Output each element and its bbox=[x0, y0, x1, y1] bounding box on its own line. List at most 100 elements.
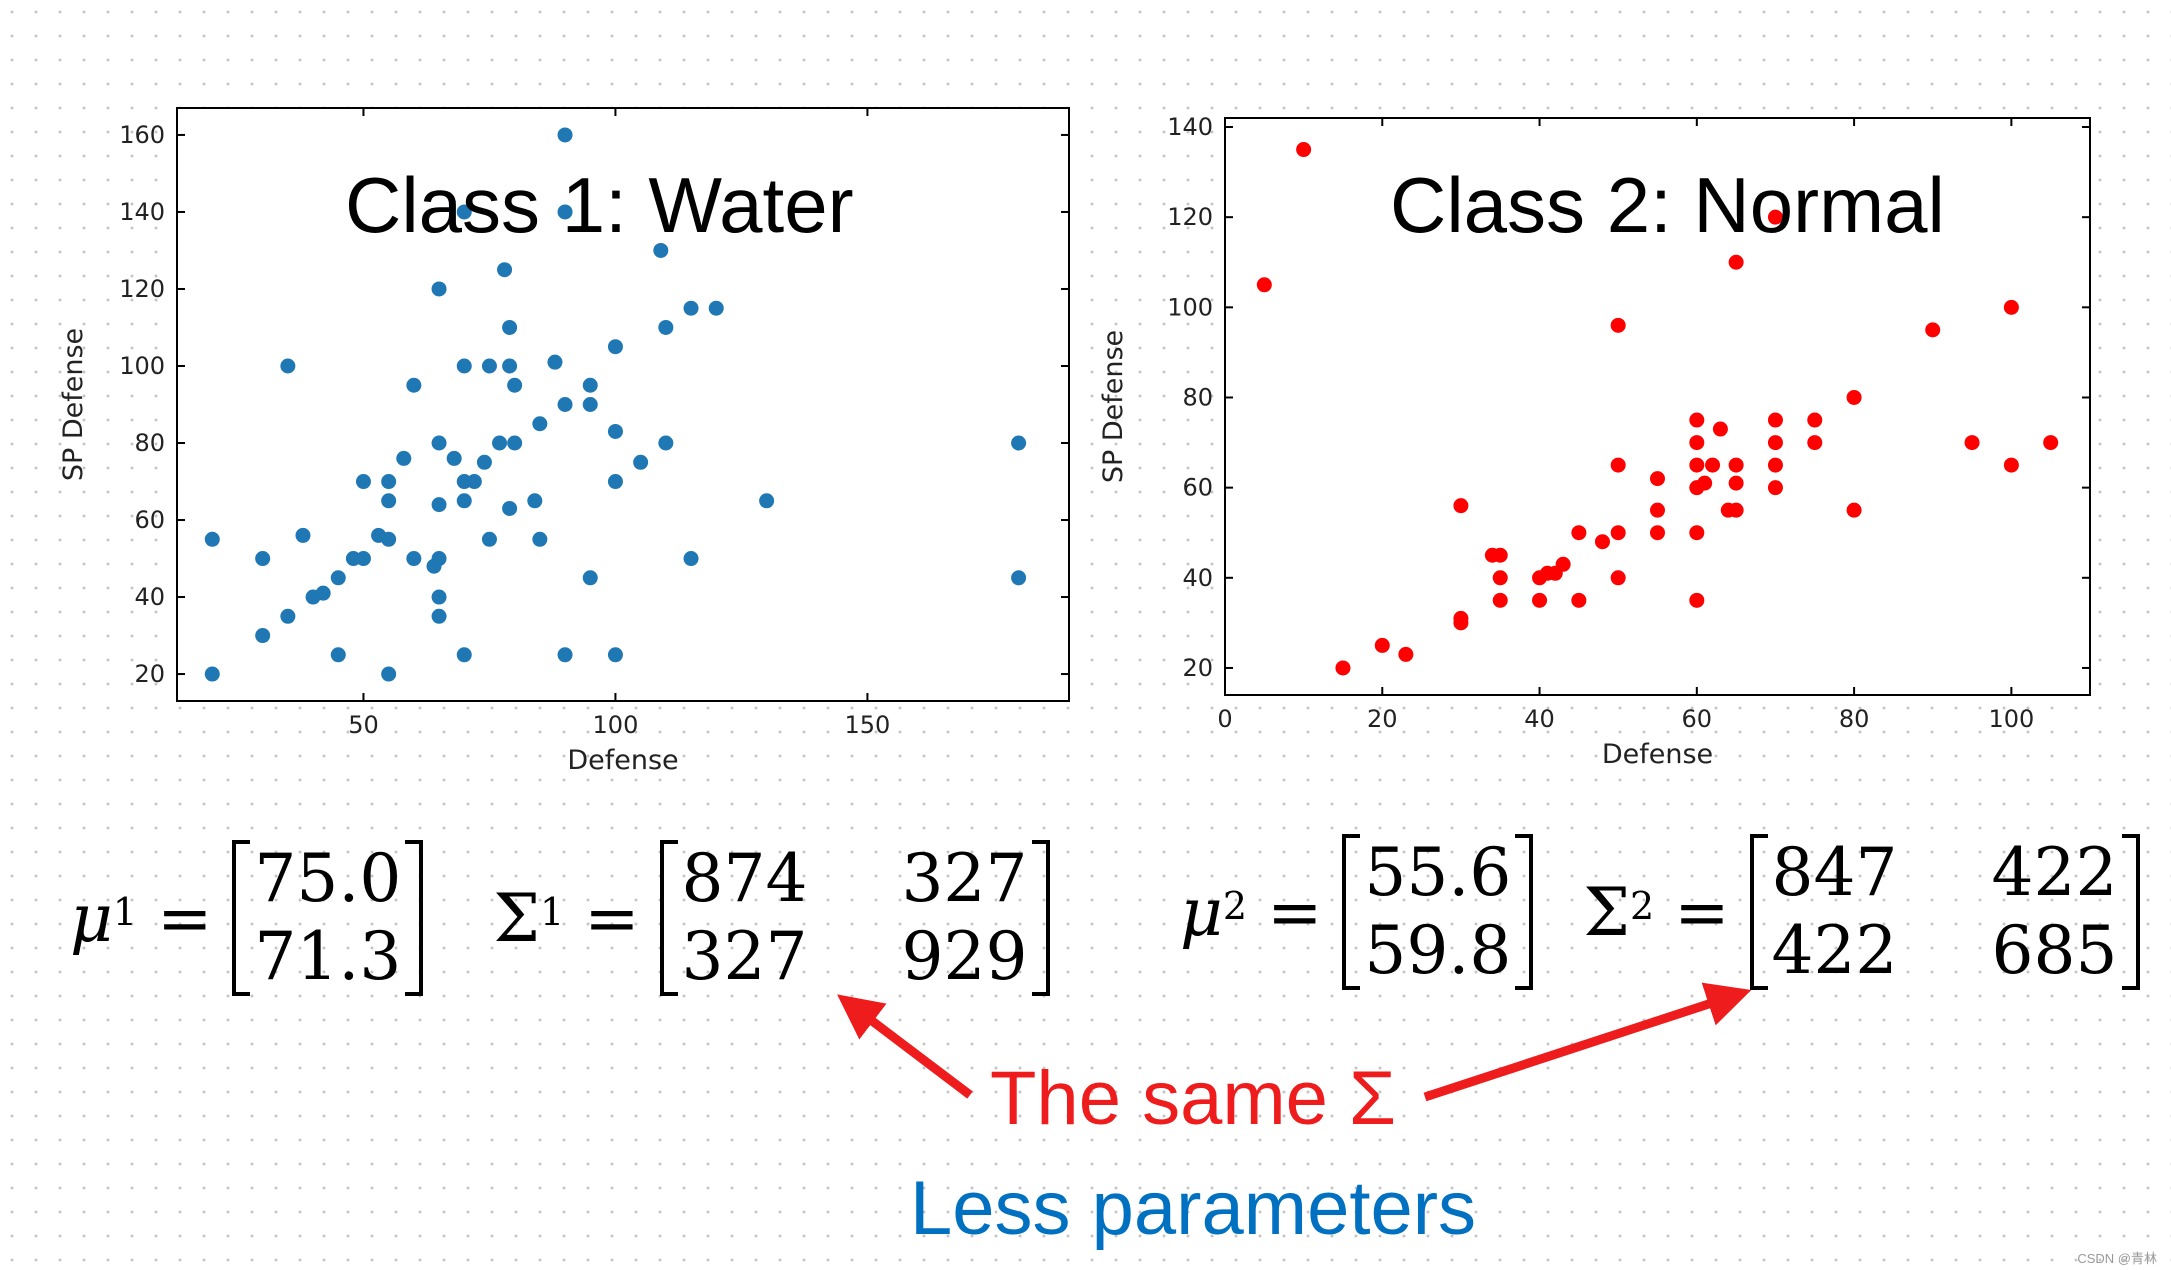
data-point bbox=[1492, 592, 1508, 608]
data-point bbox=[582, 570, 598, 586]
y-tick-label: 40 bbox=[134, 583, 165, 611]
mu1-value-1: 71.3 bbox=[254, 918, 402, 995]
data-point bbox=[1492, 547, 1508, 563]
data-point bbox=[431, 435, 447, 451]
plot-area bbox=[176, 107, 1070, 702]
data-point bbox=[1807, 435, 1823, 451]
data-point bbox=[1925, 322, 1941, 338]
chart-class1-title: Class 1: Water bbox=[345, 161, 854, 249]
data-point bbox=[1398, 646, 1414, 662]
data-point bbox=[1689, 412, 1705, 428]
data-point bbox=[607, 474, 623, 490]
data-point bbox=[446, 450, 462, 466]
y-axis-label: SP Defense bbox=[58, 328, 89, 481]
data-point bbox=[431, 281, 447, 297]
y-tick-label: 100 bbox=[1167, 293, 1213, 321]
plot-area bbox=[1224, 117, 2091, 696]
data-point bbox=[1728, 254, 1744, 270]
data-point bbox=[1807, 412, 1823, 428]
sigma1-cell: 327 bbox=[901, 840, 1028, 917]
mu1-sup: 1 bbox=[112, 890, 138, 934]
equals-sign: = bbox=[584, 879, 640, 957]
x-tick-label: 100 bbox=[1988, 705, 2034, 733]
sigma1-cell: 874 bbox=[681, 840, 808, 917]
data-point bbox=[255, 551, 271, 567]
data-point bbox=[502, 358, 518, 374]
data-point bbox=[1705, 457, 1721, 473]
data-point bbox=[1964, 435, 1980, 451]
sigma2-symbol: Σ bbox=[1583, 873, 1631, 951]
data-point bbox=[1256, 277, 1272, 293]
y-tick-label: 40 bbox=[1182, 564, 1213, 592]
chart-class2-title: Class 2: Normal bbox=[1390, 161, 1945, 249]
data-point bbox=[497, 262, 513, 278]
data-point bbox=[557, 397, 573, 412]
data-point bbox=[2043, 435, 2059, 451]
y-tick-label: 60 bbox=[1182, 474, 1213, 502]
arrow-to-sigma1 bbox=[837, 994, 973, 1099]
data-point bbox=[1011, 570, 1027, 586]
data-point bbox=[683, 300, 699, 316]
data-point bbox=[456, 204, 472, 220]
equals-sign: = bbox=[1674, 873, 1730, 951]
data-point bbox=[204, 531, 220, 547]
data-point bbox=[1767, 457, 1783, 473]
x-tick-label: 100 bbox=[593, 711, 639, 739]
data-point bbox=[1571, 592, 1587, 608]
data-point bbox=[653, 242, 669, 258]
same-sigma-text: The same Σ bbox=[990, 1056, 1397, 1141]
data-point bbox=[582, 377, 598, 393]
x-axis-label: Defense bbox=[567, 745, 678, 776]
y-tick-label: 140 bbox=[119, 198, 165, 226]
sigma2-sup: 2 bbox=[1630, 884, 1655, 928]
data-point bbox=[1610, 570, 1626, 586]
data-point bbox=[527, 493, 543, 509]
y-tick-label: 140 bbox=[1167, 113, 1213, 141]
data-point bbox=[1453, 498, 1469, 514]
data-point bbox=[532, 416, 548, 432]
x-axis-label: Defense bbox=[1602, 739, 1713, 770]
mu1-symbol: μ bbox=[70, 879, 113, 957]
y-tick-label: 20 bbox=[1182, 654, 1213, 682]
x-tick-label: 80 bbox=[1839, 705, 1870, 733]
data-point bbox=[466, 474, 482, 490]
data-point bbox=[1846, 502, 1862, 518]
data-point bbox=[502, 319, 518, 335]
data-point bbox=[1650, 471, 1665, 487]
x-tick-label: 20 bbox=[1367, 705, 1398, 733]
data-point bbox=[658, 435, 674, 451]
y-tick-label: 120 bbox=[1167, 203, 1213, 231]
data-point bbox=[633, 454, 649, 470]
data-point bbox=[280, 608, 296, 624]
sigma1-matrix: 874 327 327 929 bbox=[659, 840, 1050, 996]
data-point bbox=[476, 454, 492, 470]
x-tick-label: 50 bbox=[348, 711, 379, 739]
data-point bbox=[456, 647, 472, 663]
data-point bbox=[582, 397, 598, 412]
data-point bbox=[381, 493, 397, 509]
y-tick-label: 80 bbox=[134, 429, 165, 457]
y-tick-label: 80 bbox=[1182, 383, 1213, 411]
data-point bbox=[406, 551, 422, 567]
data-point bbox=[1571, 525, 1587, 541]
mu2-symbol: μ bbox=[1180, 873, 1223, 951]
data-point bbox=[1610, 317, 1626, 333]
data-point bbox=[315, 585, 331, 601]
data-point bbox=[557, 647, 573, 663]
data-point bbox=[1650, 525, 1665, 541]
data-point bbox=[295, 527, 311, 543]
mu1-vector: 75.0 71.3 bbox=[232, 840, 424, 996]
data-point bbox=[456, 493, 472, 509]
y-tick-label: 20 bbox=[134, 660, 165, 688]
data-point bbox=[1689, 435, 1705, 451]
sigma2-cell: 847 bbox=[1771, 834, 1898, 911]
less-parameters-text: Less parameters bbox=[910, 1166, 1477, 1251]
data-point bbox=[456, 358, 472, 374]
equals-sign: = bbox=[1267, 873, 1323, 951]
mu2-value-0: 55.6 bbox=[1364, 834, 1512, 911]
data-point bbox=[2003, 299, 2019, 315]
data-point bbox=[381, 666, 397, 682]
data-point bbox=[1335, 660, 1351, 676]
